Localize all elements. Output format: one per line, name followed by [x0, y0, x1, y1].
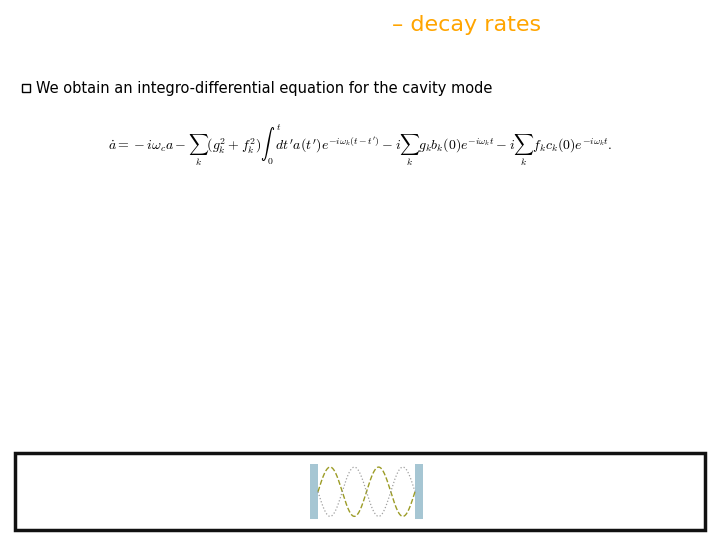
Text: $\dot{a} = -i\omega_c a - \sum_k (g_k^2 + f_k^2)\int_0^t \!\! dt' a(t') e^{-i\om: $\dot{a} = -i\omega_c a - \sum_k (g_k^2 … [108, 123, 612, 168]
Text: Quantum Langevin equations: Quantum Langevin equations [10, 15, 346, 35]
Bar [310, 464, 318, 519]
Text: We obtain an integro-differential equation for the cavity mode: We obtain an integro-differential equati… [36, 80, 492, 96]
Bar [22, 84, 30, 92]
Bar [15, 453, 705, 530]
Bar [415, 464, 423, 519]
Text: – decay rates: – decay rates [392, 15, 541, 35]
